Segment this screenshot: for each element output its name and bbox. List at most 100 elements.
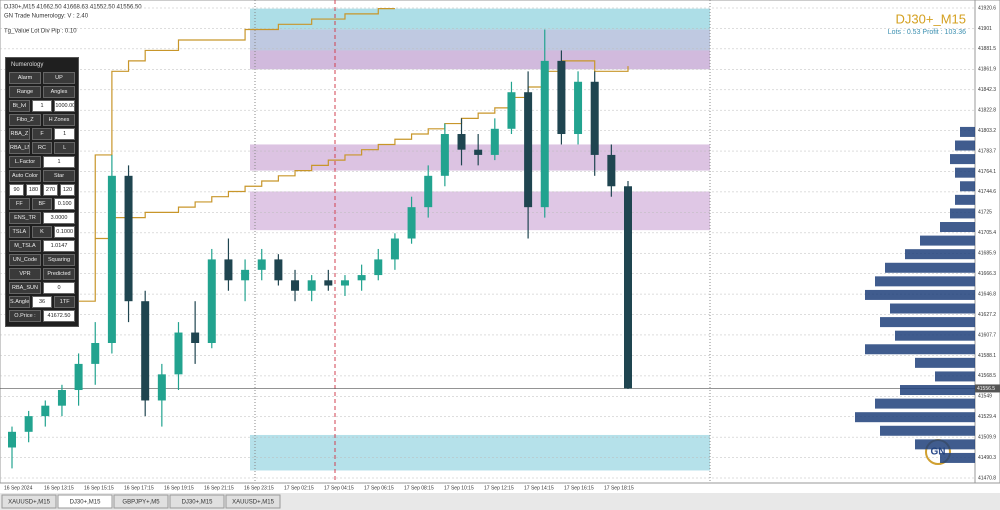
panel-row: RBA_Z F 1: [9, 128, 76, 140]
price-label: 41568.5: [978, 373, 996, 379]
volume-bar: [960, 181, 975, 192]
tab[interactable]: [225, 494, 281, 509]
panel-button[interactable]: 1TF: [54, 296, 76, 308]
candle-body: [607, 154, 616, 187]
panel-button[interactable]: L.Factor: [9, 156, 41, 168]
tab[interactable]: [113, 494, 169, 509]
panel-button[interactable]: UP: [43, 72, 75, 84]
panel-button[interactable]: FF: [9, 198, 30, 210]
panel-row: O.Price :41672.50: [9, 310, 75, 322]
candle-body: [524, 92, 533, 208]
candle-body: [540, 60, 549, 208]
time-label: 16 Sep 17:15: [124, 485, 154, 491]
price-label: 41725: [978, 210, 992, 216]
time-label: 17 Sep 08:15: [404, 485, 434, 491]
panel-button[interactable]: RBA_Z: [9, 128, 30, 140]
panel-button[interactable]: M_TSLA: [9, 240, 41, 252]
panel-button[interactable]: Fibo_Z: [9, 114, 41, 126]
panel-row: ENS_TR 3.0000: [9, 212, 75, 224]
panel-button[interactable]: 1000.000: [54, 100, 76, 112]
price-label: 41509.9: [978, 434, 996, 440]
panel-button[interactable]: BF: [31, 198, 53, 210]
panel-button[interactable]: UN_Code: [9, 254, 41, 266]
candle-body: [57, 390, 66, 406]
volume-bar: [915, 439, 975, 450]
candle-body: [141, 301, 150, 401]
time-label: 17 Sep 16:15: [564, 485, 594, 491]
panel-button[interactable]: 36: [31, 296, 53, 308]
zone: [250, 434, 710, 471]
panel-button[interactable]: 1: [31, 100, 53, 112]
panel-button[interactable]: S.Angle: [9, 296, 30, 308]
panel-button[interactable]: O.Price :: [9, 310, 41, 322]
panel-row: UN_Code Squaring: [9, 254, 75, 266]
volume-bar: [900, 385, 975, 396]
candle-body: [174, 332, 183, 375]
panel-button[interactable]: Alarm: [9, 72, 41, 84]
volume-bar: [895, 330, 975, 341]
current-price: 41556.5: [977, 386, 995, 392]
panel-button[interactable]: 0.1000: [54, 226, 76, 238]
panel-button[interactable]: Bt_lvl: [9, 100, 30, 112]
panel-button[interactable]: 1: [43, 156, 75, 168]
volume-bar: [880, 317, 975, 328]
candle-body: [41, 405, 50, 417]
time-label: 16 Sep 19:15: [164, 485, 194, 491]
candle-body: [324, 280, 333, 286]
zone: [250, 144, 710, 171]
panel-button[interactable]: ENS_TR: [9, 212, 41, 224]
panel-button[interactable]: Range: [9, 86, 41, 98]
panel-button[interactable]: H Zones: [43, 114, 75, 126]
symbol-line: DJ30+,M15 41662.50 41668.63 41552.50 415…: [4, 5, 142, 11]
panel-button[interactable]: RC: [31, 142, 53, 154]
panel-button[interactable]: 270: [43, 184, 58, 196]
panel-button[interactable]: Predicted: [43, 268, 75, 280]
panel-button[interactable]: 180: [26, 184, 41, 196]
price-label: 41764.1: [978, 169, 996, 175]
candle-body: [24, 416, 33, 432]
candle-body: [224, 259, 233, 281]
panel-button[interactable]: Squaring: [43, 254, 75, 266]
lots-profit: Lots : 0.53 Profit : 103.36: [888, 29, 966, 36]
panel-button[interactable]: 1.0147: [43, 240, 75, 252]
panel-button[interactable]: VPR: [9, 268, 41, 280]
volume-bar: [855, 412, 975, 423]
candle-body: [340, 280, 349, 286]
panel-button[interactable]: 0: [43, 282, 75, 294]
panel-button[interactable]: 1: [54, 128, 76, 140]
panel-button[interactable]: RBA_LN: [9, 142, 30, 154]
panel-button[interactable]: Auto Color: [9, 170, 41, 182]
panel-button[interactable]: 41672.50: [43, 310, 75, 322]
panel-button[interactable]: TSLA: [9, 226, 30, 238]
panel-button[interactable]: RBA_SUN: [9, 282, 41, 294]
panel-row: RBA_LN RC L: [9, 142, 76, 154]
panel-button[interactable]: Angles: [43, 86, 75, 98]
lot-div: Tg_Value Lot Div Pip : 0.10: [4, 29, 77, 35]
candle-body: [307, 280, 316, 291]
volume-bar: [940, 222, 975, 233]
panel-button[interactable]: 90: [9, 184, 24, 196]
tab[interactable]: [169, 494, 225, 509]
panel-button[interactable]: K: [31, 226, 53, 238]
logo: GN: [931, 447, 946, 458]
panel-row: Auto Color Star: [9, 170, 75, 182]
price-label: 41607.7: [978, 332, 996, 338]
panel-row: Fibo_Z H Zones: [9, 114, 75, 126]
panel-button[interactable]: L: [54, 142, 76, 154]
candle-body: [557, 60, 566, 135]
volume-bar: [915, 357, 975, 368]
panel-button[interactable]: 120: [60, 184, 75, 196]
panel-row: 90 180 270 120: [9, 184, 75, 196]
panel-button[interactable]: 0.100: [54, 198, 76, 210]
tab[interactable]: [57, 494, 113, 509]
panel-button[interactable]: 3.0000: [43, 212, 75, 224]
time-label: 17 Sep 02:15: [284, 485, 314, 491]
volume-bar: [885, 262, 975, 273]
tab-label: XAUUSD+,M15: [8, 500, 51, 506]
price-label: 41470.8: [978, 475, 996, 481]
panel-button[interactable]: Star: [43, 170, 75, 182]
price-label: 41861.9: [978, 67, 996, 73]
panel-button[interactable]: F: [31, 128, 53, 140]
tab[interactable]: [1, 494, 57, 509]
